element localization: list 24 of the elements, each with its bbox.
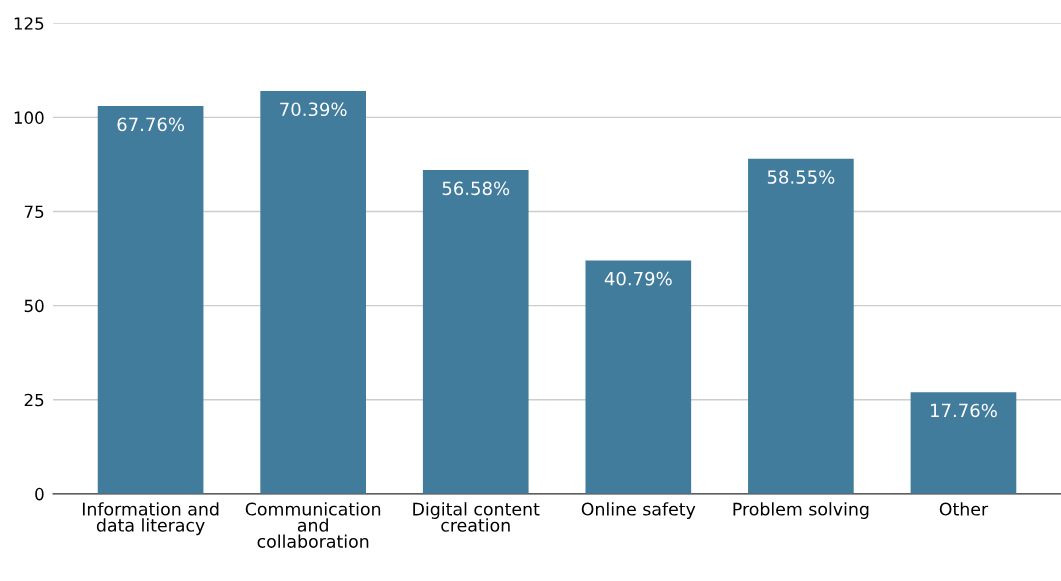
bar — [748, 158, 854, 494]
y-tick-label: 0 — [35, 487, 44, 501]
x-tick-label: Problem solving — [733, 502, 869, 519]
annotation: 70.39% — [280, 102, 347, 117]
bar — [422, 170, 529, 494]
x-tick-label: Other — [939, 502, 989, 516]
annotation: 17.76% — [931, 403, 997, 418]
x-tick-label: Communication and collaboration — [245, 502, 381, 548]
x-tick-label: Online safety — [581, 502, 696, 519]
x-tick-label: Digital content creation — [413, 502, 540, 532]
annotation: 58.55% — [767, 170, 835, 184]
y-tick-label: 125 — [14, 17, 44, 30]
y-tick-label: 75 — [24, 205, 44, 219]
bar — [97, 106, 204, 494]
x-tick-label: Information and data literacy — [82, 502, 219, 536]
annotation: 67.76% — [117, 117, 185, 132]
y-tick-label: 100 — [14, 111, 44, 124]
annotation: 40.79% — [604, 271, 672, 286]
bar — [260, 91, 366, 494]
annotation: 56.58% — [442, 181, 510, 196]
y-tick-label: 50 — [24, 299, 44, 313]
bar — [585, 260, 692, 494]
bar — [910, 392, 1017, 494]
y-tick-label: 25 — [24, 393, 44, 407]
